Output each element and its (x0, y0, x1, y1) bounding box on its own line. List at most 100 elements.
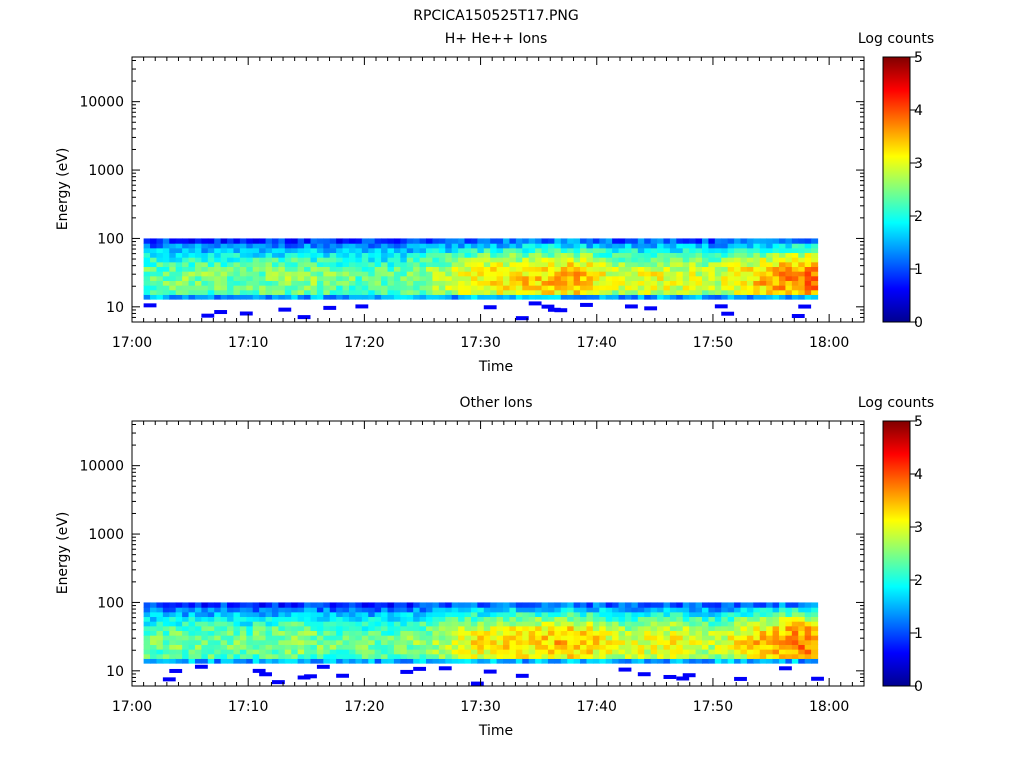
heatmap-cell (227, 266, 235, 272)
heatmap-cell (702, 611, 710, 618)
heatmap-cell (657, 630, 665, 636)
heatmap-cell (554, 611, 562, 618)
heatmap-cell (708, 285, 716, 291)
heatmap-cell (727, 644, 735, 650)
heatmap-cell (169, 238, 177, 244)
heatmap-cell (541, 304, 555, 309)
heatmap-cell (811, 280, 819, 286)
heatmap-cell (458, 653, 466, 659)
heatmap-cell (284, 266, 292, 272)
heatmap-cell (316, 280, 324, 286)
heatmap-cell (214, 275, 222, 281)
heatmap-cell (599, 238, 607, 244)
heatmap-cell (413, 625, 421, 632)
heatmap-cell (528, 639, 536, 645)
heatmap-cell (207, 621, 215, 627)
heatmap-cells (143, 602, 824, 686)
heatmap-cell (547, 271, 555, 277)
heatmap-cell (721, 644, 729, 650)
heatmap-cell (470, 266, 478, 272)
heatmap-cell (779, 653, 787, 659)
heatmap-cell (612, 635, 620, 641)
heatmap-cell (284, 621, 292, 627)
heatmap-cell (599, 621, 607, 627)
heatmap-cell (695, 238, 703, 244)
heatmap-cell (477, 625, 485, 632)
heatmap-cell (246, 616, 254, 622)
heatmap-cell (798, 653, 806, 659)
heatmap-cell (811, 616, 819, 622)
heatmap-cell (406, 607, 414, 613)
heatmap-cell (419, 602, 427, 608)
heatmap-cell (637, 649, 645, 655)
heatmap-cell (503, 644, 511, 650)
heatmap-cell (772, 247, 780, 254)
heatmap-cell (451, 607, 459, 613)
heatmap-cell (503, 649, 511, 655)
heatmap-cell (458, 621, 466, 627)
heatmap-cell (368, 635, 376, 641)
heatmap-cell (657, 625, 665, 632)
heatmap-cell (265, 261, 273, 268)
heatmap-cell (515, 616, 523, 622)
heatmap-cell (586, 257, 594, 263)
heatmap-cell (535, 275, 543, 281)
heatmap-cell (150, 275, 158, 281)
heatmap-cell (804, 289, 812, 295)
heatmap-cell (727, 649, 735, 655)
heatmap-cell (477, 275, 485, 281)
heatmap-cell (522, 289, 530, 295)
heatmap-cell (464, 266, 472, 272)
heatmap-cell (779, 266, 787, 272)
heatmap-cell (188, 266, 196, 272)
heatmap-cell (624, 625, 632, 632)
heatmap-cell (573, 289, 581, 295)
heatmap-cell (798, 635, 806, 641)
heatmap-cell (233, 257, 241, 263)
heatmap-cell (342, 625, 350, 632)
heatmap-cell (419, 635, 427, 641)
heatmap-cell (541, 275, 549, 281)
heatmap-cell (252, 271, 260, 277)
heatmap-cell (252, 635, 260, 641)
heatmap-cell (387, 266, 395, 272)
heatmap-cell (336, 257, 344, 263)
heatmap-cell (663, 621, 671, 627)
heatmap-cell (220, 625, 228, 632)
heatmap-cell (419, 625, 427, 632)
heatmap-cell (657, 644, 665, 650)
heatmap-cell (580, 639, 588, 645)
heatmap-cell (759, 644, 767, 650)
heatmap-cell (682, 653, 690, 659)
heatmap-cell (413, 271, 421, 277)
heatmap-cell (246, 247, 254, 254)
heatmap-cell (246, 275, 254, 281)
heatmap-cell (554, 238, 562, 244)
heatmap-cell (605, 639, 613, 645)
heatmap-cell (676, 257, 684, 263)
heatmap-cell (233, 247, 241, 254)
heatmap-cell (239, 275, 247, 281)
heatmap-cell (650, 630, 658, 636)
heatmap-cell (785, 275, 793, 281)
heatmap-cell (637, 275, 645, 281)
heatmap-cell (541, 247, 549, 254)
heatmap-cell (695, 611, 703, 618)
heatmap-cell (182, 602, 190, 608)
heatmap-cell (188, 285, 196, 291)
heatmap-cell (560, 247, 568, 254)
heatmap-cell (503, 247, 511, 254)
heatmap-cell (297, 639, 305, 645)
heatmap-cell (342, 621, 350, 627)
heatmap-cell (515, 294, 523, 300)
heatmap-cell (349, 243, 357, 249)
panel-title: Other Ions (459, 395, 532, 411)
heatmap-cell (599, 271, 607, 277)
x-tick-label: 18:00 (809, 699, 849, 715)
heatmap-cell (259, 639, 267, 645)
heatmap-cell (541, 630, 549, 636)
heatmap-cell (509, 266, 517, 272)
heatmap-cell (188, 294, 196, 300)
heatmap-cell (323, 266, 331, 272)
heatmap-cell (393, 289, 401, 295)
